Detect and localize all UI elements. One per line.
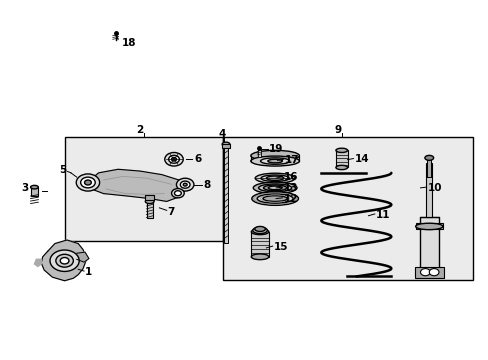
Ellipse shape bbox=[260, 158, 289, 164]
Ellipse shape bbox=[84, 180, 91, 185]
Polygon shape bbox=[88, 169, 186, 202]
Bar bbox=[146, 202, 152, 217]
Bar bbox=[257, 149, 260, 157]
Text: 6: 6 bbox=[194, 154, 201, 164]
Ellipse shape bbox=[171, 157, 176, 161]
Ellipse shape bbox=[428, 269, 438, 276]
Text: 3: 3 bbox=[21, 183, 28, 193]
Ellipse shape bbox=[258, 184, 291, 192]
Ellipse shape bbox=[261, 175, 288, 181]
Text: 17: 17 bbox=[284, 155, 298, 165]
Ellipse shape bbox=[415, 223, 442, 230]
Bar bbox=[145, 195, 154, 201]
Bar bbox=[426, 163, 431, 217]
Text: 12: 12 bbox=[283, 194, 297, 203]
Bar bbox=[251, 232, 268, 257]
Text: 16: 16 bbox=[283, 172, 297, 182]
Text: 8: 8 bbox=[203, 180, 210, 190]
Ellipse shape bbox=[251, 254, 268, 260]
Ellipse shape bbox=[255, 173, 294, 183]
Text: 15: 15 bbox=[273, 242, 287, 252]
Ellipse shape bbox=[164, 153, 183, 166]
Ellipse shape bbox=[30, 185, 38, 189]
Ellipse shape bbox=[251, 192, 298, 205]
Ellipse shape bbox=[183, 183, 187, 186]
Polygon shape bbox=[41, 240, 86, 281]
Text: 7: 7 bbox=[167, 207, 175, 217]
Text: 14: 14 bbox=[354, 154, 368, 164]
Text: 11: 11 bbox=[375, 210, 389, 220]
Bar bbox=[415, 223, 442, 229]
Ellipse shape bbox=[60, 257, 69, 264]
Ellipse shape bbox=[263, 185, 286, 191]
Text: 18: 18 bbox=[122, 38, 136, 48]
Bar bbox=[414, 267, 443, 278]
Ellipse shape bbox=[335, 148, 347, 153]
Ellipse shape bbox=[250, 156, 299, 166]
Ellipse shape bbox=[222, 142, 229, 147]
Ellipse shape bbox=[252, 227, 267, 234]
Ellipse shape bbox=[257, 194, 292, 203]
Ellipse shape bbox=[266, 176, 284, 180]
Text: 19: 19 bbox=[268, 144, 283, 154]
Text: 4: 4 bbox=[219, 129, 226, 139]
Polygon shape bbox=[77, 252, 89, 262]
Ellipse shape bbox=[335, 165, 347, 170]
Ellipse shape bbox=[254, 226, 265, 231]
Bar bbox=[335, 150, 347, 167]
Text: 10: 10 bbox=[427, 183, 441, 193]
Bar bbox=[30, 187, 38, 196]
Ellipse shape bbox=[420, 269, 429, 276]
Ellipse shape bbox=[267, 159, 282, 163]
Ellipse shape bbox=[81, 177, 95, 188]
Ellipse shape bbox=[176, 178, 194, 191]
Bar bbox=[222, 144, 229, 148]
Ellipse shape bbox=[251, 229, 268, 235]
Ellipse shape bbox=[253, 182, 296, 194]
Ellipse shape bbox=[250, 150, 299, 161]
Text: 2: 2 bbox=[136, 125, 143, 135]
Ellipse shape bbox=[145, 199, 154, 203]
Text: 5: 5 bbox=[59, 165, 66, 175]
Polygon shape bbox=[34, 259, 41, 266]
Ellipse shape bbox=[56, 254, 73, 267]
Ellipse shape bbox=[171, 189, 184, 198]
Text: 1: 1 bbox=[85, 267, 92, 277]
Bar bbox=[224, 148, 227, 243]
Ellipse shape bbox=[50, 250, 79, 271]
Text: 9: 9 bbox=[334, 125, 341, 135]
Text: 13: 13 bbox=[283, 183, 297, 193]
Bar bbox=[419, 217, 438, 269]
Bar bbox=[222, 137, 472, 280]
Bar bbox=[427, 156, 430, 177]
Ellipse shape bbox=[168, 156, 179, 163]
Ellipse shape bbox=[180, 181, 190, 188]
Ellipse shape bbox=[268, 186, 282, 190]
Ellipse shape bbox=[174, 191, 181, 196]
Ellipse shape bbox=[424, 156, 433, 160]
Ellipse shape bbox=[263, 196, 287, 202]
Bar bbox=[64, 137, 222, 241]
Ellipse shape bbox=[76, 174, 100, 191]
